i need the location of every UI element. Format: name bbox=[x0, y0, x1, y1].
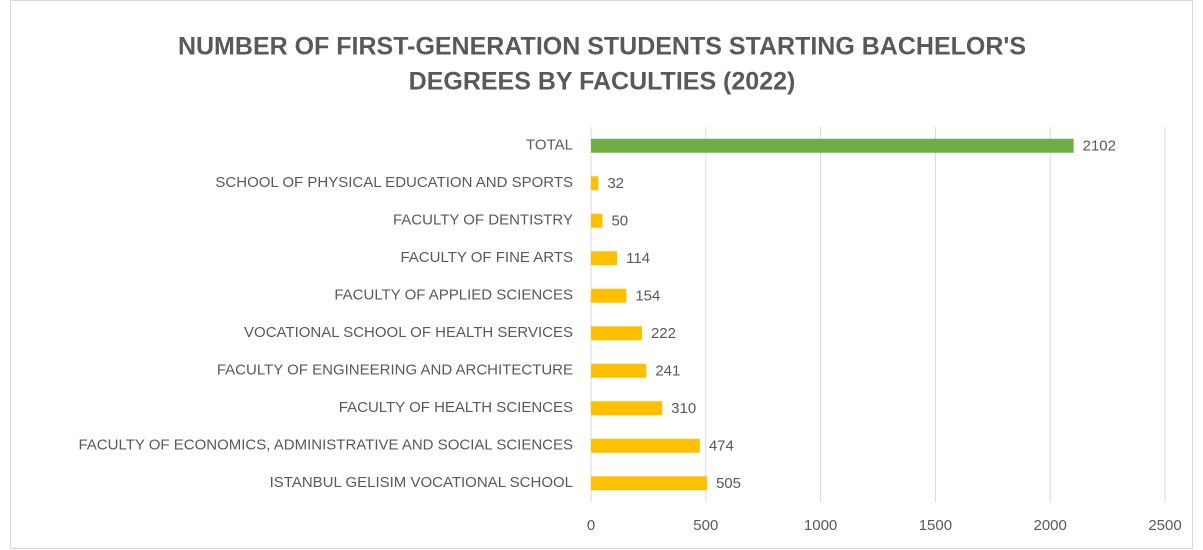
data-label: 474 bbox=[709, 438, 734, 455]
bar bbox=[591, 438, 700, 453]
chart-title: NUMBER OF FIRST-GENERATION STUDENTS STAR… bbox=[178, 33, 1026, 61]
bar bbox=[591, 251, 618, 266]
y-tick-label: SCHOOL OF PHYSICAL EDUCATION AND SPORTS bbox=[215, 174, 573, 191]
data-label: 154 bbox=[635, 288, 660, 305]
y-tick-label: FACULTY OF ENGINEERING AND ARCHITECTURE bbox=[217, 362, 573, 379]
bar bbox=[591, 401, 663, 416]
chart-title: DEGREES BY FACULTIES (2022) bbox=[409, 68, 796, 96]
y-tick-label: FACULTY OF APPLIED SCIENCES bbox=[334, 287, 573, 304]
y-tick-label: FACULTY OF HEALTH SCIENCES bbox=[339, 399, 573, 416]
y-tick-label: ISTANBUL GELISIM VOCATIONAL SCHOOL bbox=[270, 474, 573, 491]
bar bbox=[591, 213, 603, 228]
data-label: 32 bbox=[607, 175, 624, 192]
data-label: 310 bbox=[671, 400, 696, 417]
y-tick-label: VOCATIONAL SCHOOL OF HEALTH SERVICES bbox=[244, 324, 573, 341]
bar bbox=[591, 326, 642, 341]
data-label: 222 bbox=[651, 325, 676, 342]
bar bbox=[591, 138, 1074, 153]
x-tick-label: 1500 bbox=[919, 517, 952, 534]
x-tick-label: 500 bbox=[693, 517, 718, 534]
y-tick-label: FACULTY OF FINE ARTS bbox=[400, 249, 573, 266]
y-tick-label: FACULTY OF ECONOMICS, ADMINISTRATIVE AND… bbox=[78, 437, 573, 454]
data-label: 505 bbox=[716, 475, 741, 492]
x-tick-label: 2500 bbox=[1148, 517, 1181, 534]
bar bbox=[591, 176, 599, 191]
x-tick-label: 1000 bbox=[804, 517, 837, 534]
bar bbox=[591, 476, 707, 491]
chart-border bbox=[10, 0, 1193, 549]
data-label: 114 bbox=[626, 250, 650, 267]
data-label: 241 bbox=[655, 363, 680, 380]
data-label: 50 bbox=[611, 213, 628, 230]
x-tick-label: 0 bbox=[587, 517, 595, 534]
bar bbox=[591, 363, 647, 378]
data-label: 2102 bbox=[1083, 138, 1116, 155]
x-tick-label: 2000 bbox=[1034, 517, 1067, 534]
y-tick-label: TOTAL bbox=[526, 137, 573, 154]
bar bbox=[591, 288, 627, 303]
y-tick-label: FACULTY OF DENTISTRY bbox=[393, 212, 573, 229]
